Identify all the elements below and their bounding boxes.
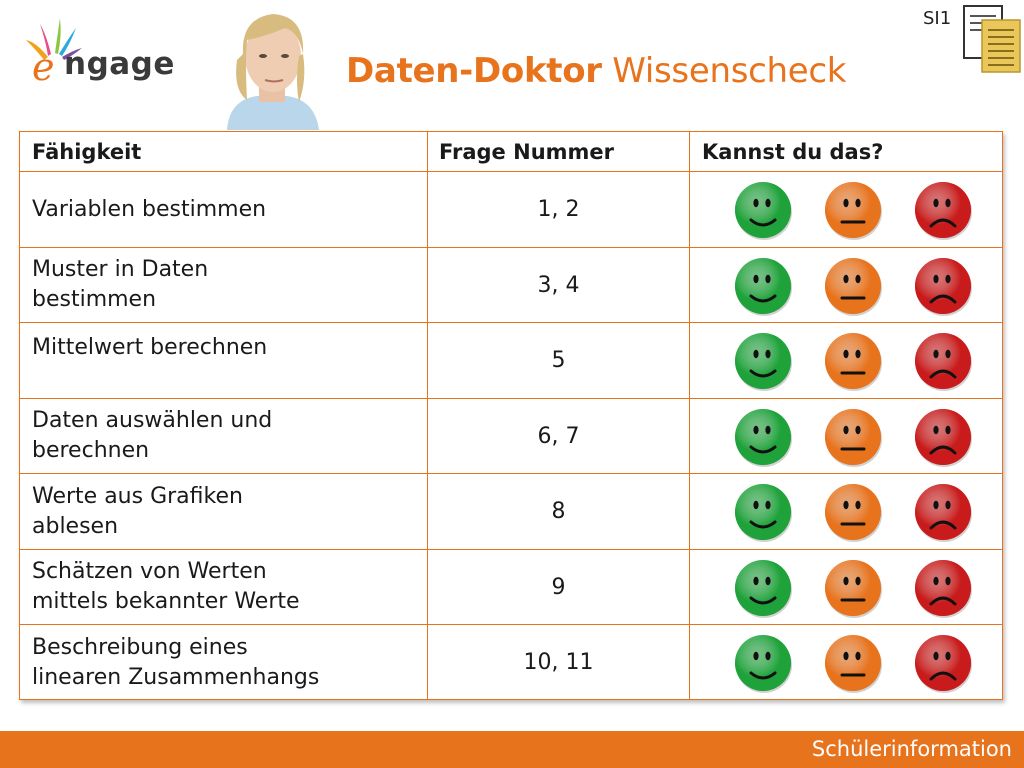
question-number-cell: 9 bbox=[428, 550, 690, 624]
neutral-face-icon[interactable] bbox=[823, 331, 883, 391]
table-row: Mittelwert berechnen 5 bbox=[20, 323, 1002, 399]
happy-face-icon[interactable] bbox=[733, 331, 793, 391]
document-icon bbox=[960, 4, 1024, 74]
column-header-check: Kannst du das? bbox=[702, 139, 884, 164]
rating-cell bbox=[690, 550, 1002, 624]
neutral-face-icon[interactable] bbox=[823, 407, 883, 467]
skills-table: Fähigkeit Frage Nummer Kannst du das? Va… bbox=[19, 131, 1003, 700]
happy-face-icon[interactable] bbox=[733, 256, 793, 316]
question-number-cell: 3, 4 bbox=[428, 248, 690, 322]
table-row: Schätzen von Werten mittels bekannter We… bbox=[20, 550, 1002, 625]
neutral-face-icon[interactable] bbox=[823, 633, 883, 693]
table-row: Werte aus Grafiken ablesen 8 bbox=[20, 474, 1002, 550]
title-bold: Daten-Doktor bbox=[346, 51, 602, 91]
engage-logo: e ngage bbox=[18, 12, 198, 92]
rating-cell bbox=[690, 474, 1002, 549]
skill-cell: Muster in Daten bestimmen bbox=[20, 248, 428, 322]
rating-cell bbox=[690, 172, 1002, 247]
sad-face-icon[interactable] bbox=[913, 180, 973, 240]
happy-face-icon[interactable] bbox=[733, 482, 793, 542]
question-number-cell: 10, 11 bbox=[428, 625, 690, 700]
neutral-face-icon[interactable] bbox=[823, 256, 883, 316]
skill-cell: Mittelwert berechnen bbox=[20, 323, 428, 398]
neutral-face-icon[interactable] bbox=[823, 558, 883, 618]
sad-face-icon[interactable] bbox=[913, 256, 973, 316]
rating-cell bbox=[690, 399, 1002, 473]
question-number-cell: 6, 7 bbox=[428, 399, 690, 473]
title-rest: Wissenscheck bbox=[612, 51, 847, 91]
footer-bar: Schülerinformation bbox=[0, 731, 1024, 768]
rating-cell bbox=[690, 323, 1002, 398]
rating-cell bbox=[690, 625, 1002, 700]
sad-face-icon[interactable] bbox=[913, 482, 973, 542]
footer-label: Schülerinformation bbox=[811, 737, 1012, 761]
skill-cell: Beschreibung eines linearen Zusammenhang… bbox=[20, 625, 428, 700]
table-row: Beschreibung eines linearen Zusammenhang… bbox=[20, 625, 1002, 700]
column-header-skill: Fähigkeit bbox=[20, 132, 428, 171]
skill-cell: Werte aus Grafiken ablesen bbox=[20, 474, 428, 549]
question-number-cell: 8 bbox=[428, 474, 690, 549]
sad-face-icon[interactable] bbox=[913, 331, 973, 391]
sad-face-icon[interactable] bbox=[913, 558, 973, 618]
skill-cell: Variablen bestimmen bbox=[20, 172, 428, 247]
happy-face-icon[interactable] bbox=[733, 558, 793, 618]
sad-face-icon[interactable] bbox=[913, 633, 973, 693]
table-header-row: Fähigkeit Frage Nummer Kannst du das? bbox=[20, 132, 1002, 172]
table-row: Variablen bestimmen 1, 2 bbox=[20, 172, 1002, 248]
page-title: Daten-Doktor Wissenscheck bbox=[346, 51, 846, 91]
logo-rays-icon: e bbox=[26, 18, 82, 89]
happy-face-icon[interactable] bbox=[733, 180, 793, 240]
table-row: Daten auswählen und berechnen 6, 7 bbox=[20, 399, 1002, 474]
skill-cell: Schätzen von Werten mittels bekannter We… bbox=[20, 550, 428, 624]
rating-cell bbox=[690, 248, 1002, 322]
logo-text: ngage bbox=[64, 46, 175, 82]
neutral-face-icon[interactable] bbox=[823, 482, 883, 542]
happy-face-icon[interactable] bbox=[733, 633, 793, 693]
skill-cell: Daten auswählen und berechnen bbox=[20, 399, 428, 473]
column-header-question: Frage Nummer bbox=[428, 132, 690, 171]
svg-text:e: e bbox=[32, 45, 55, 89]
table-row: Muster in Daten bestimmen 3, 4 bbox=[20, 248, 1002, 323]
presenter-portrait bbox=[207, 0, 337, 130]
question-number-cell: 5 bbox=[428, 323, 690, 398]
happy-face-icon[interactable] bbox=[733, 407, 793, 467]
question-number-cell: 1, 2 bbox=[428, 172, 690, 247]
sad-face-icon[interactable] bbox=[913, 407, 973, 467]
slide-code: SI1 bbox=[923, 8, 952, 29]
neutral-face-icon[interactable] bbox=[823, 180, 883, 240]
